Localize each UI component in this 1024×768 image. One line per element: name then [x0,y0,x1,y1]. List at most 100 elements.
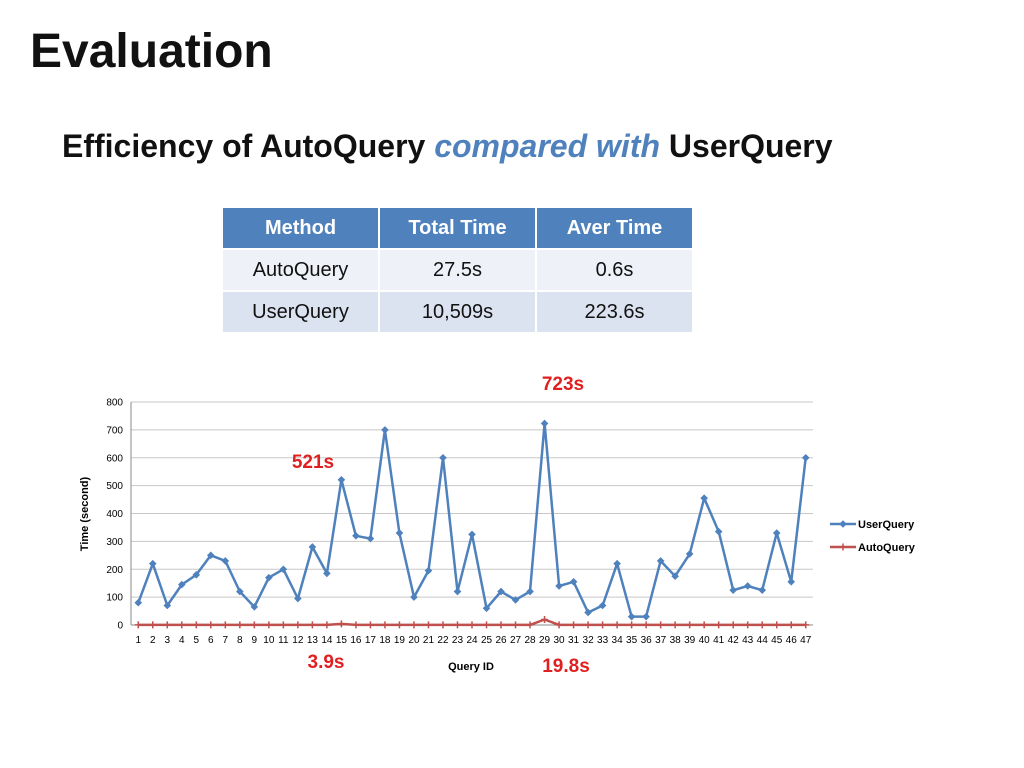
series-line-userquery [137,422,807,618]
data-point [685,550,694,558]
data-point [163,621,171,629]
x-tick-label: 16 [350,635,362,646]
table-cell: 0.6s [535,248,694,292]
y-tick-label: 500 [106,481,123,492]
x-tick-label: 25 [481,635,493,646]
x-tick-label: 12 [292,635,304,646]
x-tick-label: 41 [713,635,725,646]
data-point [743,582,752,590]
x-tick-label: 20 [408,635,420,646]
y-tick-label: 0 [117,621,123,632]
data-point [714,527,723,536]
data-point [570,621,578,629]
data-point [627,612,636,621]
data-point [439,453,447,462]
data-point [250,603,259,611]
y-tick-label: 800 [106,398,123,409]
data-point [192,571,201,579]
data-point [395,621,403,629]
x-tick-label: 21 [423,635,435,646]
data-point [279,621,287,629]
subtitle-text-2: UserQuery [660,128,833,164]
x-tick-label: 19 [394,635,406,646]
legend-label: UserQuery [858,519,915,531]
data-point [772,529,781,537]
chart-legend: UserQuery AutoQuery [830,519,916,554]
x-tick-label: 10 [263,635,275,646]
data-point [700,621,708,629]
x-tick-label: 17 [365,635,377,646]
x-tick-label: 11 [278,635,289,646]
x-tick-label: 23 [452,635,464,646]
data-point [642,621,650,629]
data-point [555,621,563,629]
x-tick-label: 13 [307,635,319,646]
data-point [308,621,316,629]
data-point [613,621,621,629]
data-point [221,621,229,629]
data-point [337,475,346,484]
data-point [453,621,461,629]
x-tick-label: 8 [237,635,243,646]
legend-marker [839,543,847,551]
table-cell: 223.6s [535,290,694,334]
table-cell: UserQuery [221,290,380,334]
y-tick-label: 200 [106,565,123,576]
data-point [744,621,752,629]
x-tick-label: 39 [684,635,696,646]
y-tick-label: 400 [106,509,123,520]
data-point [352,621,360,629]
data-point [149,621,157,629]
table-row: UserQuery 10,509s 223.6s [221,290,694,334]
data-point [410,621,418,629]
data-point [729,621,737,629]
data-point [424,566,433,575]
x-tick-label: 44 [757,635,769,646]
data-point [294,594,302,603]
results-table: Method Total Time Aver Time AutoQuery 27… [221,206,694,334]
data-point [468,530,476,539]
data-point [758,586,767,594]
x-tick-label: 4 [179,635,185,646]
x-tick-label: 9 [252,635,258,646]
data-point [569,577,578,586]
subtitle-emphasis: compared with [434,128,661,164]
table-row: AutoQuery 27.5s 0.6s [221,248,694,292]
data-point [178,621,186,629]
y-tick-label: 700 [106,425,123,436]
data-point [265,573,273,582]
data-point [787,621,795,629]
y-tick-label: 300 [106,537,123,548]
data-point [758,621,766,629]
data-point [250,621,258,629]
x-tick-label: 28 [524,635,536,646]
callout-user-max: 723s [542,374,584,395]
data-point [294,621,302,629]
legend-marker [839,520,847,528]
x-tick-label: 47 [800,635,812,646]
x-tick-label: 30 [554,635,566,646]
header-aver-time: Aver Time [535,206,694,250]
data-point [657,621,665,629]
x-tick-label: 5 [194,635,200,646]
data-point [308,543,317,551]
data-point [483,621,491,629]
data-point [729,586,737,594]
data-point [802,621,810,629]
callout-user-peak: 521s [292,452,334,473]
data-point [163,601,172,610]
subtitle-text-1: Efficiency of AutoQuery [62,128,435,164]
table-cell: 27.5s [378,248,537,292]
data-point [323,621,331,629]
slide-subtitle: Efficiency of AutoQuery compared with Us… [62,128,833,165]
x-tick-label: 15 [336,635,348,646]
x-tick-label: 40 [699,635,711,646]
table-cell: AutoQuery [221,248,380,292]
data-point [221,557,230,565]
data-point [773,621,781,629]
y-tick-label: 100 [106,593,123,604]
x-tick-label: 34 [612,635,624,646]
data-point [671,621,679,629]
data-point [511,596,520,604]
